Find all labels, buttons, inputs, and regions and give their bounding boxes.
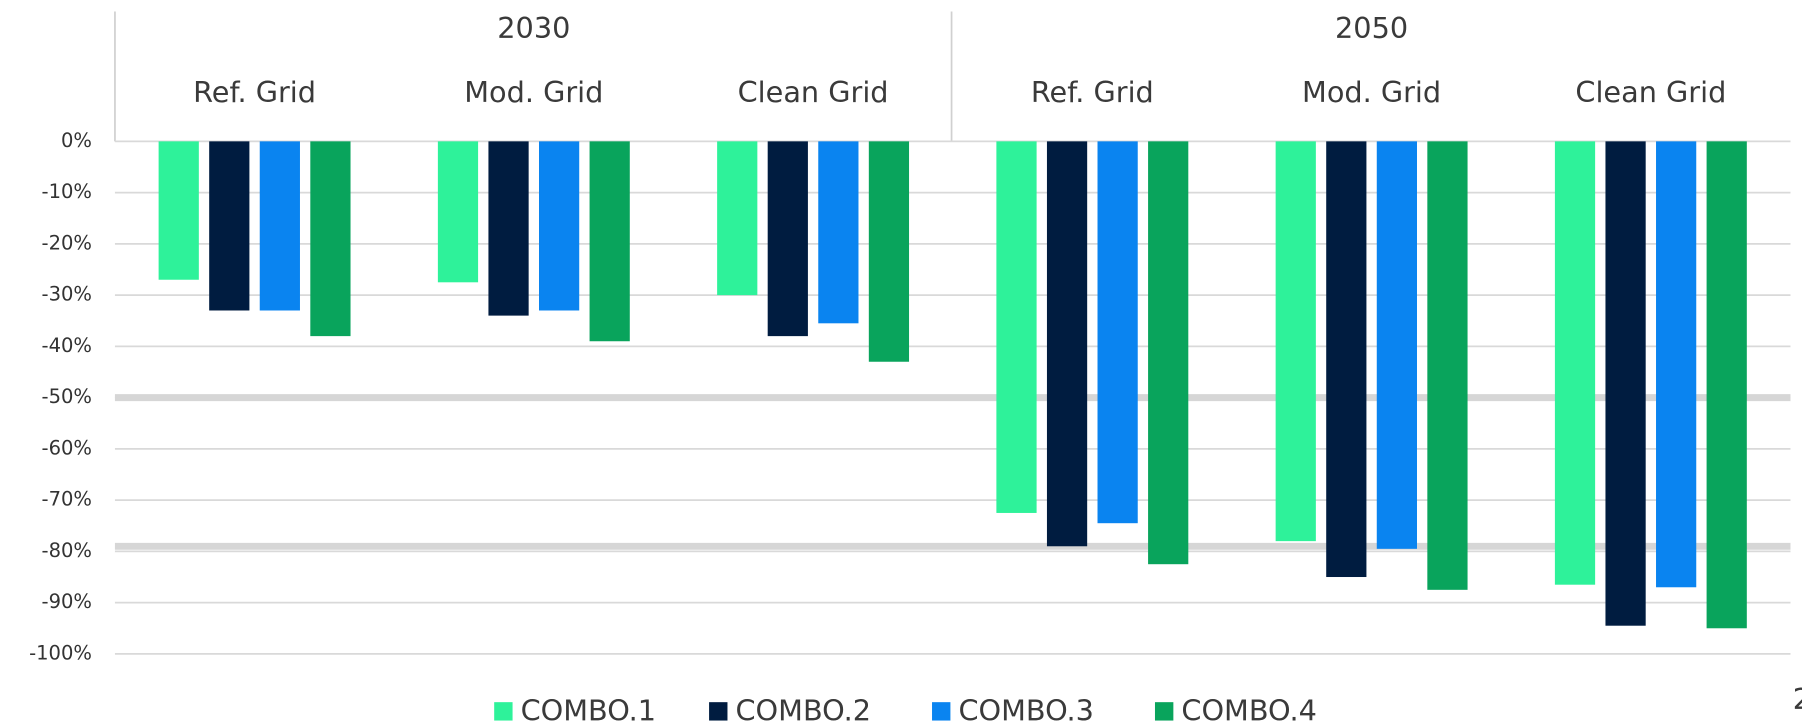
x-category-label: Ref. Grid [1031,75,1154,109]
y-tick-label: -30% [42,283,92,306]
x-category-label: Mod. Grid [1302,75,1441,109]
bar [1427,141,1468,590]
x-category-label: Mod. Grid [464,75,603,109]
bar [209,141,250,311]
x-category-label: Ref. Grid [193,75,316,109]
legend-swatch [932,702,951,721]
y-tick-label: -100% [29,641,92,664]
group-label: 2050 [1335,11,1408,45]
y-tick-label: 0% [61,129,92,152]
bar [1605,141,1646,626]
y-tick-label: -10% [42,180,92,203]
bar [539,141,580,311]
bar [1706,141,1747,629]
bar [1148,141,1189,565]
legend-label: COMBO.3 [958,694,1093,724]
x-category-label: Clean Grid [738,75,889,109]
legend-swatch [494,702,513,721]
bar [1376,141,1417,549]
bar [437,141,479,283]
legend-swatch [709,702,728,721]
y-tick-label: -20% [42,231,92,254]
bar [1275,141,1316,542]
bar [717,141,758,296]
group-label: 2030 [497,11,570,45]
bar [1326,141,1367,578]
bar [158,141,199,280]
y-tick-label: -50% [42,385,92,408]
y-tick-label: -60% [42,436,92,459]
bar [1554,141,1596,585]
legend-swatch [1154,702,1174,721]
legend-label: COMBO.2 [736,694,871,724]
bar [259,141,300,311]
bar [767,141,808,337]
bar [1097,141,1138,524]
bar [1656,141,1697,588]
bar [589,141,630,342]
bar [1046,141,1088,547]
legend-label: COMBO.4 [1181,694,1316,724]
legend-label: COMBO.1 [521,694,656,724]
y-tick-label: -70% [42,488,92,511]
bar [488,141,529,316]
bar [310,141,351,337]
y-tick-label: -90% [42,590,92,613]
bar [996,141,1037,513]
y-tick-label: -80% [42,539,92,562]
bar [868,141,910,362]
y-tick-label: -40% [42,334,92,357]
x-category-label: Clean Grid [1575,75,1726,109]
bar [818,141,859,324]
page-number: 2 [1793,682,1802,716]
